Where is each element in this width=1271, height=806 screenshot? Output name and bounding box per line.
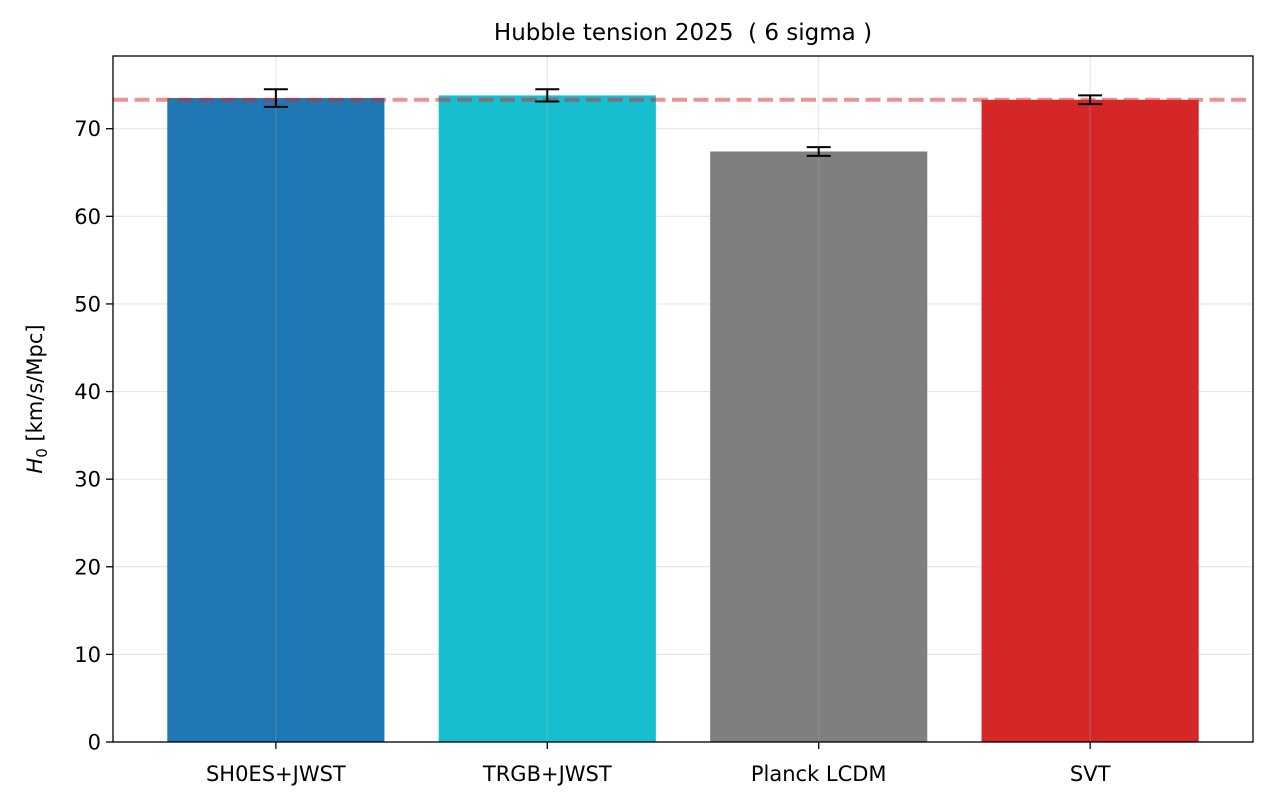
- plot-frame: [112, 55, 1254, 743]
- y-tick-label: 10: [74, 643, 101, 667]
- y-tick-label: 30: [74, 468, 101, 492]
- y-axis-label-units: [km/s/Mpc]: [23, 324, 47, 441]
- y-tick-label: 70: [74, 117, 101, 141]
- y-tick-label: 40: [74, 380, 101, 404]
- x-tick-label: TRGB+JWST: [482, 762, 612, 786]
- bar: [981, 99, 1199, 742]
- y-tick-label: 0: [88, 731, 101, 755]
- error-bars: [263, 88, 1103, 157]
- x-grid-lines: [275, 56, 1091, 742]
- bar: [167, 98, 385, 742]
- y-axis-label-symbol: H: [23, 458, 47, 474]
- x-tick-label: SVT: [1070, 762, 1111, 786]
- x-axis: SH0ES+JWST TRGB+JWST Planck LCDM SVT: [206, 742, 1111, 786]
- bar: [438, 95, 656, 742]
- x-tick-label: Planck LCDM: [751, 762, 887, 786]
- bars: [167, 95, 1199, 742]
- y-tick-label: 60: [74, 205, 101, 229]
- y-axis-label: H0 [km/s/Mpc]: [23, 324, 51, 473]
- y-tick-label: 20: [74, 555, 101, 579]
- y-axis-label-subscript: 0: [33, 448, 51, 458]
- y-axis: 0 10 20 30 40 50 60 70: [74, 117, 113, 755]
- x-tick-label: SH0ES+JWST: [206, 762, 346, 786]
- bar: [710, 151, 928, 742]
- y-tick-label: 50: [74, 292, 101, 316]
- chart-title: Hubble tension 2025 ( 6 sigma ): [494, 20, 872, 46]
